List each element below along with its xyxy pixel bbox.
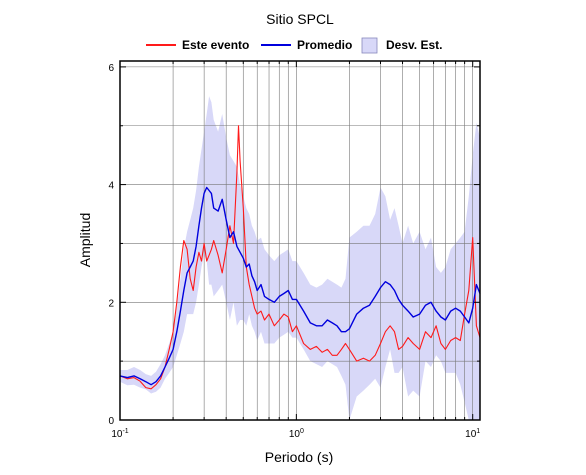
x-axis-label: Periodo (s) — [265, 449, 333, 465]
x-tick-label: 10-1 — [111, 428, 128, 440]
series-line-promedio — [119, 186, 481, 386]
series-line-este-evento — [119, 125, 481, 390]
plot-frame — [119, 60, 481, 421]
y-tick-label: 6 — [108, 63, 114, 74]
plot-area — [119, 60, 481, 421]
legend-label-este-evento: Este evento — [182, 38, 249, 52]
x-tick-label: 100 — [289, 428, 304, 440]
legend: Este evento Promedio Desv. Est. — [146, 37, 442, 54]
legend-swatch-desv-est — [361, 37, 378, 54]
y-tick-label: 2 — [108, 298, 114, 309]
x-tick-labels: 10-1 100 101 — [111, 428, 480, 440]
std-dev-band — [120, 96, 480, 421]
legend-label-desv-est: Desv. Est. — [386, 38, 442, 52]
x-tick-label: 101 — [465, 428, 480, 440]
y-tick-labels: 0 2 4 6 — [108, 63, 114, 427]
chart-title: Sitio SPCL — [266, 11, 334, 27]
y-axis-label: Amplitud — [77, 213, 93, 267]
legend-label-promedio: Promedio — [297, 38, 352, 52]
y-tick-label: 0 — [108, 416, 114, 427]
y-tick-label: 4 — [108, 181, 114, 192]
